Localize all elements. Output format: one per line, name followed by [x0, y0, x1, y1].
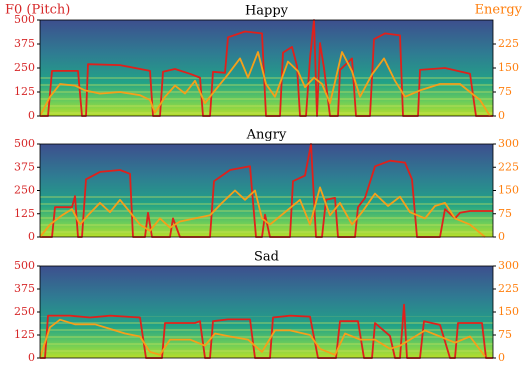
y2-tick-label: 0 [498, 230, 505, 243]
series-line [40, 143, 493, 238]
spectrogram-bands [40, 195, 493, 237]
y-axis-label: F0 (Pitch) [5, 3, 70, 18]
y2-tick-label: 150 [498, 184, 519, 197]
y2-tick-label: 0 [498, 351, 505, 364]
y2-tick-label: 150 [498, 305, 519, 318]
y2-tick-label: 75 [498, 85, 512, 98]
spectrogram-bands [40, 316, 493, 358]
y2-tick-label: 75 [498, 207, 512, 220]
y-tick-label: 0 [28, 109, 35, 122]
y-tick-label: 375 [14, 160, 35, 173]
y-tick-label: 500 [14, 13, 35, 26]
plot-frame [39, 19, 494, 117]
series-line [40, 19, 493, 117]
series-line [39, 318, 486, 359]
y-tick-label: 375 [14, 37, 35, 50]
y-tick-label: 125 [14, 207, 35, 220]
plot-frame [39, 143, 494, 238]
y-tick-label: 375 [14, 282, 35, 295]
y2-tick-label: 225 [498, 160, 519, 173]
y2-tick-label: 75 [498, 328, 512, 341]
y-tick-label: 0 [28, 351, 35, 364]
y2-tick-label: 300 [498, 259, 519, 272]
y2-tick-label: 300 [498, 137, 519, 150]
y-tick-label: 250 [14, 184, 35, 197]
y2-tick-label: 0 [498, 109, 505, 122]
series-line [39, 186, 486, 238]
plot-frame [39, 265, 494, 359]
y2-axis-label: Energy [475, 3, 523, 18]
y2-tick-label: 150 [498, 61, 519, 74]
y-tick-label: 250 [14, 61, 35, 74]
y-tick-label: 500 [14, 259, 35, 272]
panel-title: Sad [254, 250, 279, 265]
y-tick-label: 125 [14, 85, 35, 98]
panel-title: Happy [245, 4, 289, 19]
y2-tick-label: 225 [498, 37, 519, 50]
y2-tick-label: 225 [498, 282, 519, 295]
y-tick-label: 250 [14, 305, 35, 318]
panel-title: Angry [246, 128, 287, 143]
series-line [39, 51, 491, 117]
y-tick-label: 500 [14, 137, 35, 150]
y-tick-label: 125 [14, 328, 35, 341]
y-tick-label: 0 [28, 230, 35, 243]
